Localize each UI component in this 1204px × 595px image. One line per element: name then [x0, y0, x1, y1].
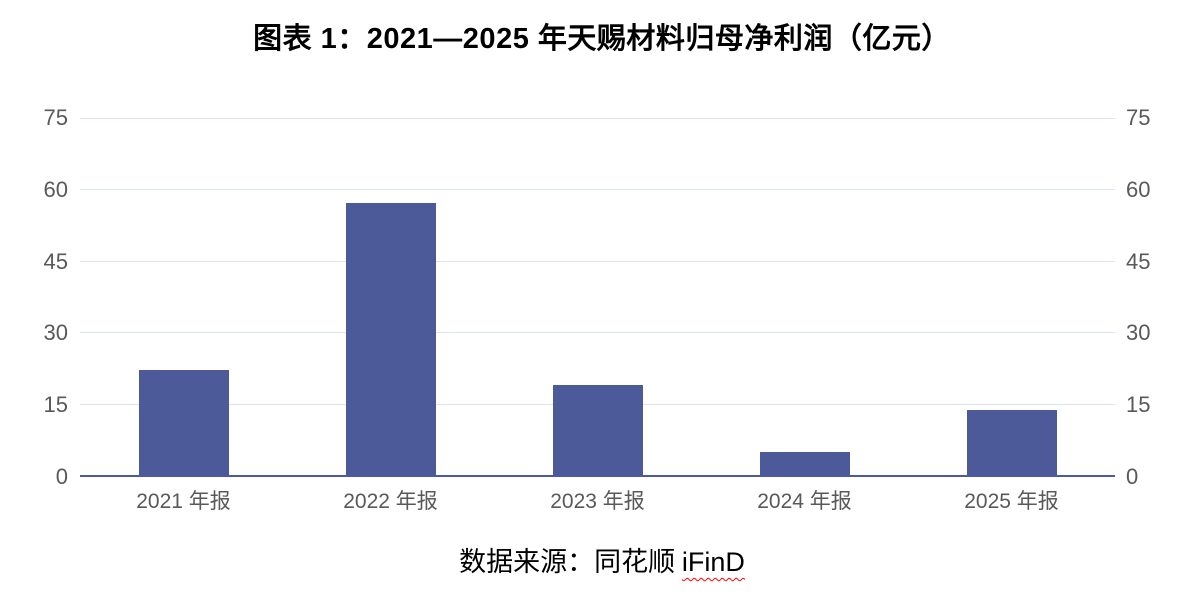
x-category-label: 2023 年报 — [550, 490, 645, 513]
bar — [759, 452, 850, 475]
x-category-label: 2025 年报 — [964, 490, 1059, 513]
y-axis-right: 0 15 30 45 60 75 — [1126, 107, 1186, 488]
source-caption-text: 数据来源：同花顺 — [459, 547, 682, 577]
plot-area — [80, 118, 1115, 477]
x-category-label: 2021 年报 — [136, 490, 231, 513]
bar — [345, 203, 436, 475]
y-tick-label-left: 75 — [43, 105, 68, 130]
gridline — [80, 332, 1115, 334]
bar — [966, 409, 1057, 475]
bar — [552, 385, 643, 475]
gridline — [80, 189, 1115, 191]
x-category-label: 2024 年报 — [757, 490, 852, 513]
chart-title: 图表 1：2021—2025 年天赐材料归母净利润（亿元） — [253, 23, 951, 55]
y-tick-label-right: 30 — [1126, 320, 1151, 346]
y-tick-label-right: 0 — [1126, 464, 1139, 489]
source-caption: 数据来源：同花顺 iFinD — [0, 540, 1204, 579]
y-tick-label-left: 45 — [43, 248, 68, 274]
y-tick-label-left: 60 — [43, 176, 68, 202]
gridline — [80, 118, 1115, 119]
y-tick-label-right: 15 — [1126, 392, 1151, 418]
y-axis-left: 0 15 30 45 60 75 — [0, 107, 68, 488]
y-tick-label-left: 30 — [43, 320, 68, 346]
bar — [138, 369, 229, 475]
source-caption-ifind: iFinD — [681, 547, 745, 577]
gridline — [80, 260, 1115, 262]
y-tick-label-right: 60 — [1126, 176, 1151, 202]
y-tick-label-right: 75 — [1126, 105, 1151, 130]
x-axis-labels: 2021 年报 2022 年报 2023 年报 2024 年报 2025 年报 — [80, 485, 1115, 517]
y-tick-label-left: 0 — [55, 464, 68, 489]
x-category-label: 2022 年报 — [343, 490, 438, 513]
y-tick-label-left: 15 — [43, 392, 68, 418]
y-tick-label-right: 45 — [1126, 248, 1151, 274]
